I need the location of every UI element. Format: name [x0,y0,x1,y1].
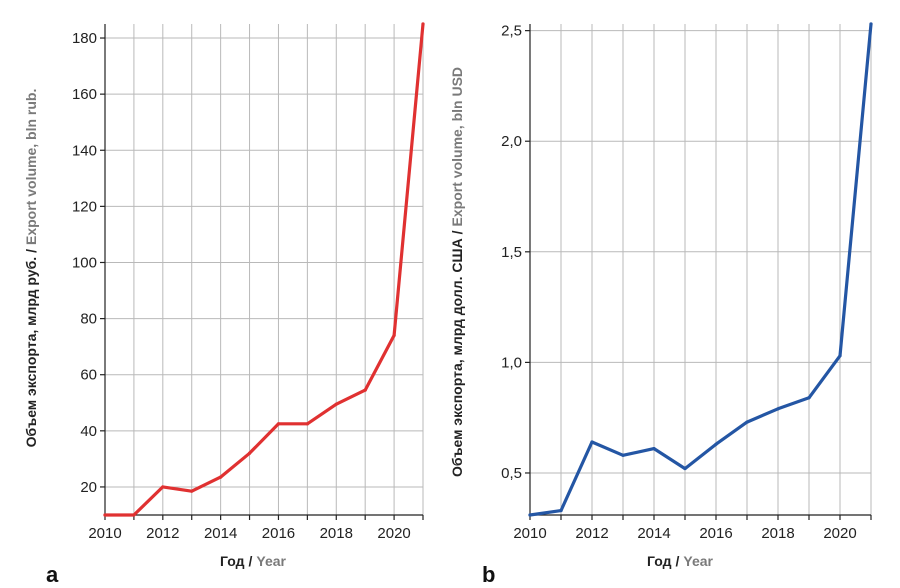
y-tick-label: 160 [72,86,97,103]
y-tick-label: 80 [80,311,97,328]
data-point [161,485,165,489]
data-point [363,388,367,392]
x-tick-label: 2012 [146,525,179,542]
panel-b-grid [530,24,872,515]
data-point [869,22,873,26]
data-point [392,333,396,338]
panel-a-xlabel-main: Год [220,553,245,569]
y-tick-label: 140 [72,142,97,159]
data-point [334,402,338,406]
data-point [621,453,625,457]
y-tick-label: 1,5 [501,244,522,261]
panel-a: 20 40 60 80 100 120 140 160 180 2010 2012 2014 2016… [23,22,425,587]
panel-b: 0,5 1,0 1,5 2,0 2,5 2010 2012 2014 2016 2018 2020… [449,22,873,587]
data-point [219,475,223,479]
y-tick-label: 2,5 [501,23,522,40]
x-tick-label: 2018 [761,525,794,542]
panel-a-axes [104,24,423,516]
panel-a-xlabel: Год / Year [220,553,287,569]
panel-b-ylabel: Объем экспорта, млрд долл. США/Export vo… [449,67,465,477]
data-point [652,447,656,451]
data-point [683,466,687,471]
panel-b-axes [529,24,871,516]
panel-b-letter: b [482,562,495,587]
data-point [559,508,563,513]
data-point [421,22,425,26]
panel-b-xlabel-main: Год [647,553,672,569]
panel-a-x-ticks: 2010 2012 2014 2016 2018 2020 [88,515,424,542]
x-tick-label: 2014 [637,525,670,542]
data-point [590,440,594,444]
y-tick-label: 1,0 [501,354,522,371]
data-point [276,422,281,426]
x-tick-label: 2010 [88,525,121,542]
x-tick-label: 2020 [823,525,856,542]
x-tick-label: 2012 [575,525,608,542]
y-tick-label: 2,0 [501,133,522,150]
x-tick-label: 2016 [262,525,295,542]
series-line [103,22,425,517]
panel-a-ylabel: Объем экспорта, млрд руб./Export volume,… [23,89,39,448]
y-tick-label: 60 [80,367,97,384]
x-tick-label: 2018 [320,525,353,542]
y-tick-label: 120 [72,198,97,215]
panel-b-xlabel: Год / Year [647,553,714,569]
y-tick-label: 100 [72,254,97,271]
panel-a-y-ticks: 20 40 60 80 100 120 140 160 180 [72,30,105,496]
panel-b-xlabel-en: Year [683,553,713,569]
panel-a-series [103,22,425,517]
data-point [190,489,194,493]
panel-a-ylabel-en: Export volume, bln rub. [23,89,39,245]
series-line [528,22,873,517]
data-point [247,451,252,455]
data-point [103,513,107,517]
data-point [305,422,309,426]
y-tick-label: 20 [80,479,97,496]
x-tick-label: 2014 [204,525,237,542]
panel-a-letter: a [46,562,59,587]
data-point [528,513,532,517]
data-point [807,396,811,400]
data-point [776,407,780,411]
panel-a-grid [105,24,424,515]
data-point [745,420,749,424]
x-tick-label: 2016 [699,525,732,542]
panel-b-ylabel-main: Объем экспорта, млрд долл. США [449,238,465,477]
panel-b-series [528,22,873,517]
x-tick-label: 2020 [377,525,410,542]
y-tick-label: 180 [72,30,97,47]
panel-b-ylabel-en: Export volume, bln USD [449,67,465,226]
panel-b-x-ticks: 2010 2012 2014 2016 2018 2020 [513,515,872,542]
data-point [714,442,718,446]
panel-a-ylabel-main: Объем экспорта, млрд руб. [23,257,39,447]
y-tick-label: 0,5 [501,465,522,482]
panel-b-y-ticks: 0,5 1,0 1,5 2,0 2,5 [501,23,530,482]
data-point [838,354,842,358]
panel-a-xlabel-en: Year [256,553,286,569]
data-point [132,513,136,517]
x-tick-label: 2010 [513,525,546,542]
y-tick-label: 40 [80,423,97,440]
